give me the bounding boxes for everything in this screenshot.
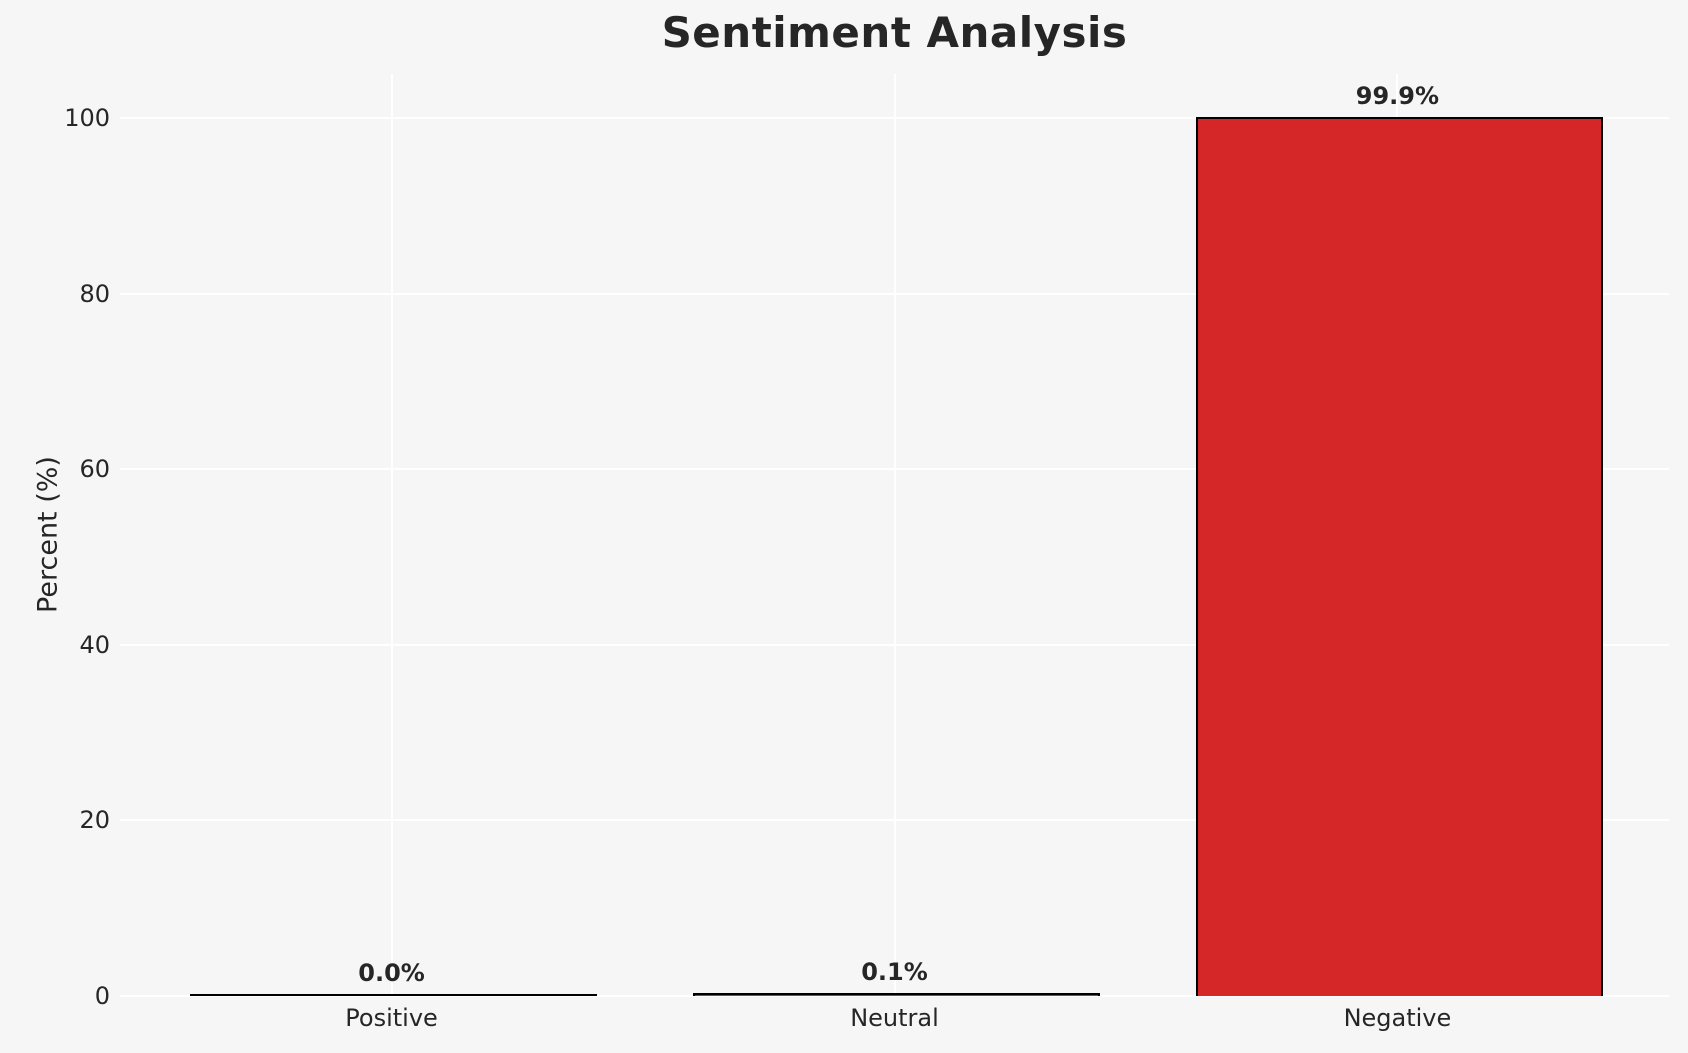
chart-title: Sentiment Analysis: [661, 8, 1128, 57]
y-tick-label: 20: [79, 806, 110, 835]
y-tick-label: 0: [94, 982, 110, 1010]
bar-negative: [1196, 116, 1603, 996]
gridline-horizontal: [120, 995, 1669, 997]
y-tick-label: 100: [64, 103, 110, 132]
bar-value-label: 0.1%: [861, 958, 928, 987]
y-tick-label: 80: [79, 279, 110, 308]
gridline-vertical: [893, 74, 896, 996]
bar-value-label: 0.0%: [358, 959, 425, 987]
x-tick-label-negative: Negative: [1343, 1004, 1452, 1032]
x-tick-label-positive: Positive: [345, 1004, 438, 1032]
y-tick-label: 40: [79, 630, 110, 659]
y-tick-label: 60: [79, 455, 110, 484]
bar-positive: [190, 994, 597, 996]
gridline-vertical: [390, 74, 393, 996]
bar-neutral: [693, 993, 1100, 996]
x-tick-label-neutral: Neutral: [850, 1004, 939, 1032]
plot-area: 0.0% 0.1% 99.9%: [120, 74, 1669, 997]
bar-value-label: 99.9%: [1355, 81, 1440, 110]
